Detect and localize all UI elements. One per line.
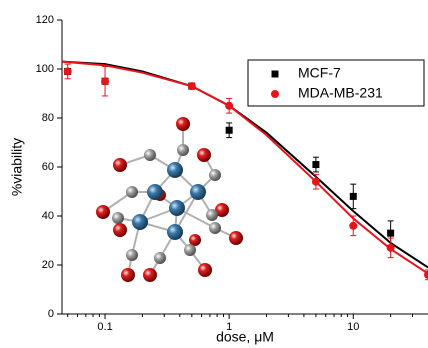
x-tick-label: 1 [226, 321, 232, 333]
chart: dose, μM %viability 0 20 40 60 80 100 120 0.1 1 1… [0, 0, 428, 348]
data-point [225, 102, 233, 110]
x-tick-label: 10 [347, 321, 359, 333]
data-point [349, 222, 357, 230]
y-tick-label: 0 [48, 308, 54, 320]
legend-label: MCF-7 [298, 65, 341, 81]
molecule-illustration [96, 117, 243, 282]
y-tick-label: 20 [42, 259, 54, 271]
x-axis-title: dose, μM [216, 329, 274, 345]
data-point [312, 161, 319, 168]
data-point [387, 244, 395, 252]
legend-label: MDA-MB-231 [298, 85, 383, 101]
data-point [226, 127, 233, 134]
legend-marker [272, 71, 279, 78]
data-point [312, 178, 320, 186]
y-tick-label: 60 [42, 161, 54, 173]
data-point [387, 230, 394, 237]
y-tick-label: 100 [36, 63, 54, 75]
y-tick-label: 40 [42, 210, 54, 222]
y-tick-label: 120 [36, 14, 54, 26]
data-point [101, 77, 109, 85]
y-tick-label: 80 [42, 112, 54, 124]
y-axis-title: %viability [9, 138, 25, 196]
data-point [188, 82, 196, 90]
data-point [64, 67, 72, 75]
data-point [350, 193, 357, 200]
legend-marker [271, 90, 279, 98]
x-tick-label: 0.1 [97, 321, 112, 333]
